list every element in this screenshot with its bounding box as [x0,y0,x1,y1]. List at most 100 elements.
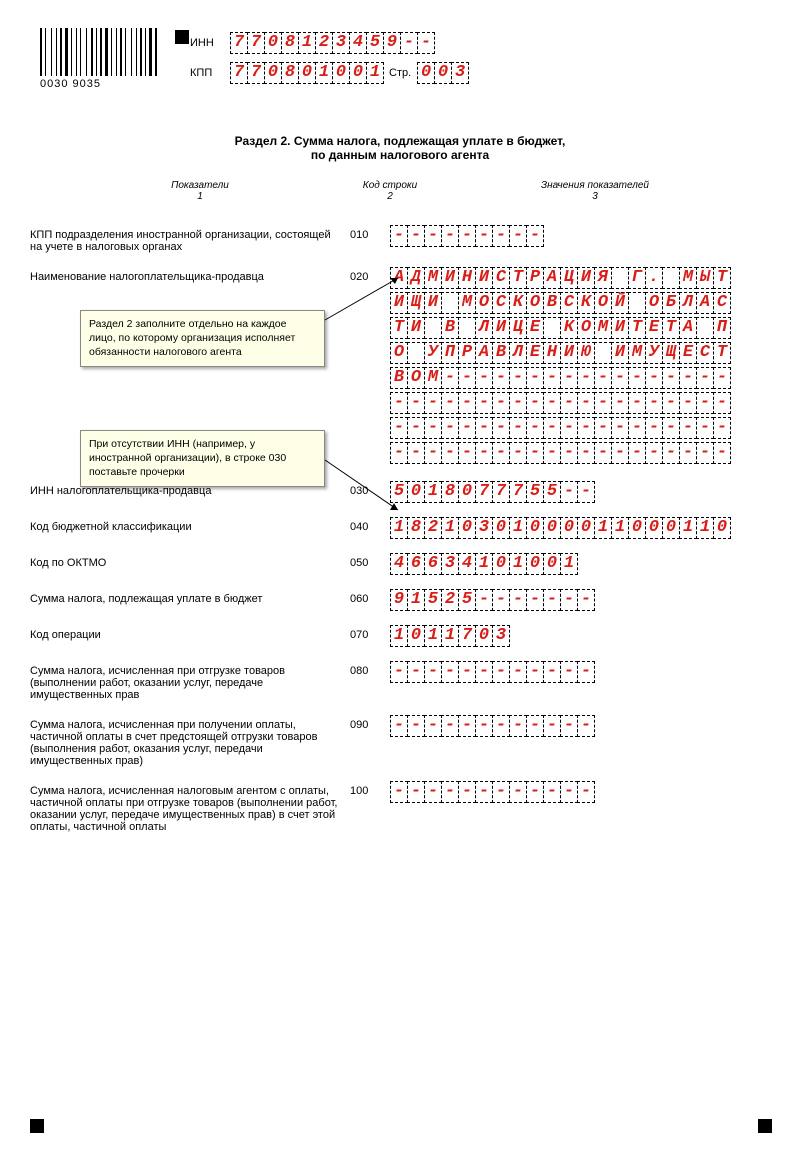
cell: - [441,392,459,414]
cell: - [509,417,527,439]
cell: - [458,225,476,247]
cell: 0 [713,517,731,539]
cell: У [645,342,663,364]
cell: Д [407,267,425,289]
cell: И [611,317,629,339]
cell: - [679,417,697,439]
cell: Щ [407,292,425,314]
cell [628,292,646,314]
cell: - [492,715,510,737]
cell: - [424,781,442,803]
cell: - [407,715,425,737]
cell: - [400,32,418,54]
cell: С [696,342,714,364]
cell: О [577,317,595,339]
cell: 0 [458,517,476,539]
cell: 1 [679,517,697,539]
cell: - [543,715,561,737]
cell: 6 [407,553,425,575]
cell: - [594,442,612,464]
cell: - [526,367,544,389]
cell: 4 [349,32,367,54]
cell: - [492,661,510,683]
cell: - [713,367,731,389]
cell: - [492,225,510,247]
cell: 5 [366,32,384,54]
col2-label: Код строки [360,180,420,191]
cell: 1 [475,553,493,575]
cell: М [679,267,697,289]
cell: - [696,417,714,439]
cell: 0 [298,62,316,84]
cell: - [543,661,561,683]
cell: Е [526,317,544,339]
cell: - [577,781,595,803]
row-cells: 91525------- [390,589,790,611]
cell: И [475,267,493,289]
cell: 3 [492,625,510,647]
cell: Р [458,342,476,364]
cell: Е [526,342,544,364]
cell: - [509,392,527,414]
cell: - [441,442,459,464]
cell: Т [509,267,527,289]
cell: 4 [390,553,408,575]
cell: - [526,392,544,414]
cell: 1 [560,553,578,575]
page-label: Стр. [389,67,411,79]
col3-num: 3 [420,191,770,202]
cell: 0 [492,553,510,575]
cell: А [679,317,697,339]
cell: - [526,715,544,737]
form-row: Сумма налога, подлежащая уплате в бюджет… [30,589,790,611]
cell: И [492,317,510,339]
row-code: 080 [350,661,390,677]
cell: 1 [407,589,425,611]
cell: 7 [492,481,510,503]
cell: О [594,292,612,314]
cell [662,267,680,289]
cell: 7 [230,32,248,54]
cell: И [407,317,425,339]
cell: 0 [526,553,544,575]
note-1: Раздел 2 заполните отдельно на каждое ли… [80,310,325,367]
cell: Н [543,342,561,364]
cell: 0 [628,517,646,539]
cell: - [577,589,595,611]
cell: А [543,267,561,289]
cell: С [713,292,731,314]
row-code: 020 [350,267,390,283]
cell: К [509,292,527,314]
cell: 0 [492,517,510,539]
cell: - [611,417,629,439]
cell: 0 [560,517,578,539]
cell: - [441,781,459,803]
title-line2: по данным налогового агента [0,148,800,162]
cell: - [424,715,442,737]
cell: - [424,417,442,439]
cell: - [543,367,561,389]
cell: В [390,367,408,389]
cell: 1 [390,625,408,647]
cell: 8 [281,62,299,84]
cell [696,317,714,339]
cell: - [560,715,578,737]
cell: - [577,481,595,503]
cell: Г [628,267,646,289]
cell: - [458,715,476,737]
cell: - [492,442,510,464]
cell: 8 [407,517,425,539]
cell: - [543,589,561,611]
cell: - [458,417,476,439]
form-row: Сумма налога, исчисленная при получении … [30,715,790,767]
row-label: Сумма налога, исчисленная при отгрузке т… [30,661,350,701]
row-label: Сумма налога, исчисленная при получении … [30,715,350,767]
cell: - [458,442,476,464]
cell: Ю [577,342,595,364]
cell: - [390,417,408,439]
row-cells: 18210301000011000110 [390,517,790,539]
cell: Б [662,292,680,314]
cell: П [441,342,459,364]
row-label: КПП подразделения иностранной организаци… [30,225,350,253]
cell: О [645,292,663,314]
